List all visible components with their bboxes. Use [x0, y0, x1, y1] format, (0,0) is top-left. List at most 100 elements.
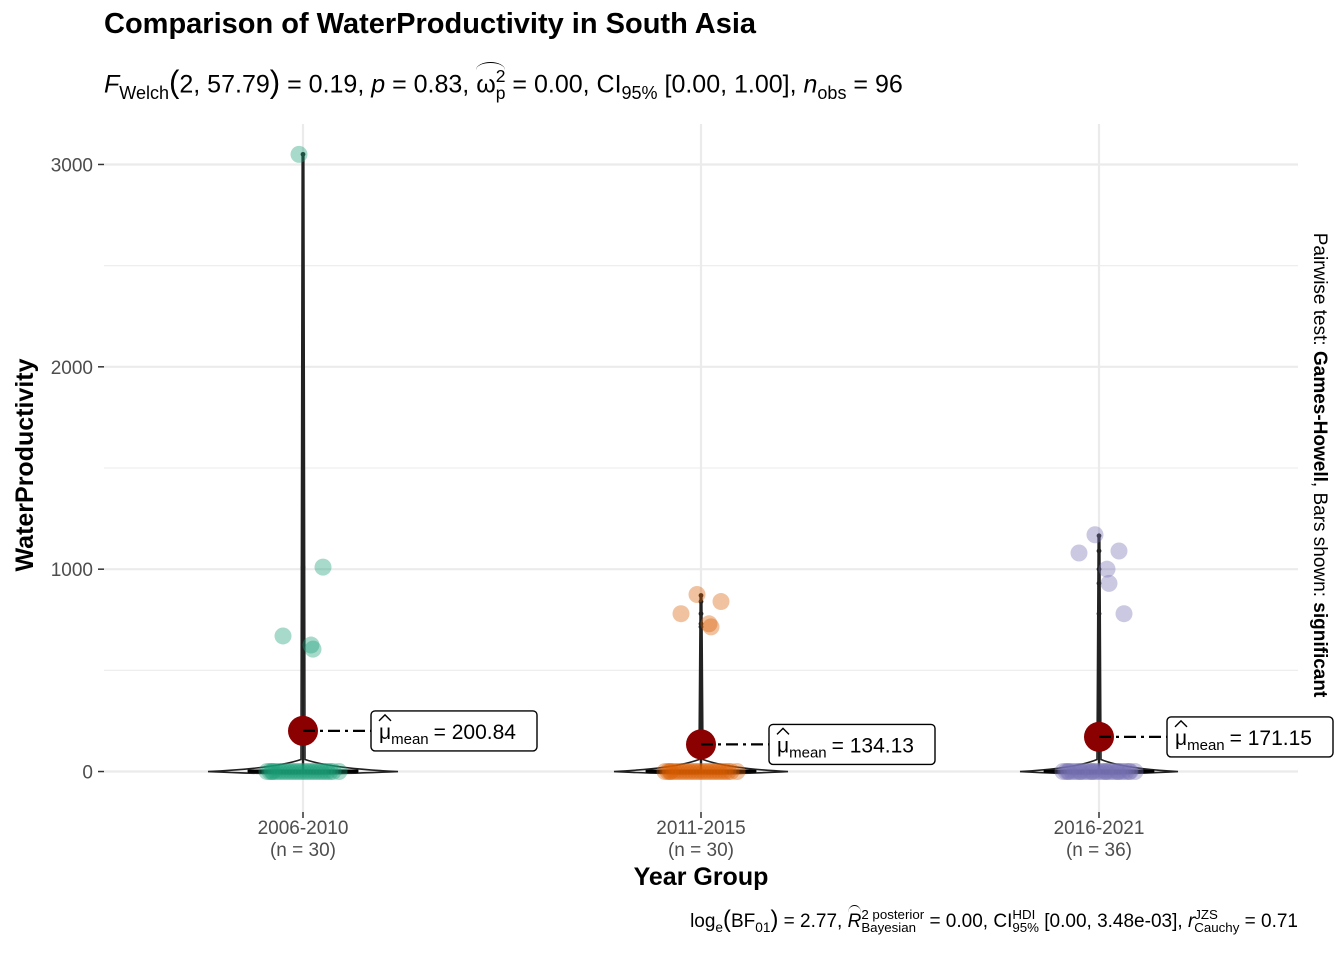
data-point: [300, 763, 318, 781]
data-point: [258, 763, 276, 781]
data-point: [1090, 763, 1108, 781]
r-symbol: R: [847, 905, 861, 933]
data-point: [321, 763, 339, 781]
y-axis-title: WaterProductivity: [11, 358, 39, 571]
data-point: [716, 763, 734, 781]
chart-subtitle: FWelch(2, 57.79) = 0.19, p = 0.83, ω2 p =…: [104, 61, 903, 103]
data-point: [1114, 763, 1132, 781]
x-tick-n-label: (n = 30): [668, 840, 734, 861]
data-point: [661, 763, 679, 781]
r-sup: posterior: [872, 907, 925, 923]
data-point: [1105, 763, 1123, 781]
n-sub: obs: [817, 82, 847, 103]
data-point: [324, 763, 342, 781]
log-sub: e: [715, 919, 724, 935]
data-point: [674, 763, 692, 781]
r-sup-num: 2: [861, 907, 869, 923]
rc-sub: Cauchy: [1194, 919, 1240, 935]
data-point: [1063, 763, 1081, 781]
r-sub: Bayesian: [861, 919, 917, 935]
f-value: = 0.19,: [287, 70, 365, 99]
data-point: [318, 763, 336, 781]
data-point: [294, 763, 312, 781]
data-point: [1087, 763, 1105, 781]
data-point: [1093, 763, 1111, 781]
data-point: [1099, 763, 1117, 781]
data-point: [273, 763, 291, 781]
data-point: [263, 763, 281, 781]
pairwise-bars: significant: [1309, 602, 1330, 698]
data-point: [689, 763, 707, 781]
n-symbol: n: [803, 70, 818, 99]
data-point: [314, 558, 332, 576]
data-point: [1084, 763, 1102, 781]
data-point: [1121, 763, 1139, 781]
data-point: [1111, 763, 1129, 781]
data-point: [677, 763, 695, 781]
data-point: [330, 763, 348, 781]
data-point: [704, 763, 722, 781]
violin: [613, 594, 789, 775]
data-point: [1120, 763, 1138, 781]
data-point: [1115, 605, 1133, 623]
data-point: [1102, 763, 1120, 781]
data-point: [302, 636, 320, 654]
group-2006-2010: μmean = 200.84 2006-2010(n = 30): [207, 145, 538, 861]
outlier-point: [698, 599, 704, 604]
data-point: [285, 763, 303, 781]
mean-hat: [776, 727, 790, 735]
outlier-point: [1096, 611, 1102, 617]
data-point: [1097, 763, 1115, 781]
x-tick-label: 2016-2021: [1054, 818, 1145, 839]
data-point: [700, 615, 718, 633]
pairwise-test-name: Games-Howell: [1309, 351, 1330, 482]
outlier-point: [300, 151, 306, 157]
data-point: [1075, 763, 1093, 781]
pairwise-middle: , Bars shown:: [1309, 482, 1330, 602]
data-point: [719, 763, 737, 781]
log-label: log: [690, 911, 716, 932]
data-point: [297, 763, 315, 781]
data-point: [1098, 560, 1116, 578]
data-point: [712, 593, 730, 611]
data-point: [1072, 763, 1090, 781]
data-point: [1071, 763, 1089, 781]
data-point: [665, 763, 683, 781]
y-tick-label: 2000: [51, 358, 93, 379]
group-2016-2021: μmean = 171.15 2016-2021(n = 36): [1019, 526, 1334, 861]
y-tick-label: 0: [82, 763, 93, 784]
omega-value: = 0.00,: [512, 70, 590, 99]
data-point: [698, 763, 716, 781]
f-symbol: F: [104, 70, 120, 99]
data-point: [270, 763, 288, 781]
violin: [1019, 534, 1179, 775]
x-tick-n-label: (n = 36): [1066, 840, 1132, 861]
mean-hat: [378, 713, 392, 722]
pairwise-test-label: Pairwise test: Games-Howell, Bars shown:…: [1309, 233, 1330, 698]
data-point: [688, 585, 706, 603]
chart-title: Comparison of WaterProductivity in South…: [104, 8, 757, 40]
data-point: [304, 640, 322, 658]
outlier-point: [1096, 580, 1102, 586]
data-point: [282, 763, 300, 781]
data-point: [274, 627, 292, 645]
mean-label: μmean = 171.15: [1175, 727, 1312, 754]
mean-hat: [1174, 719, 1188, 728]
data-point: [1070, 544, 1088, 562]
data-point: [1060, 763, 1078, 781]
ci-sup: HDI: [1012, 907, 1036, 923]
data-point: [680, 763, 698, 781]
bayesian-caption: loge(BF01) = 2.77, R2 posterior Bayesian …: [690, 905, 1298, 935]
data-point: [1059, 763, 1077, 781]
ci-value: [0.00, 1.00],: [664, 70, 797, 99]
x-tick-label: 2006-2010: [258, 818, 349, 839]
data-point: [1083, 763, 1101, 781]
data-point: [668, 763, 686, 781]
ci-sub: 95%: [621, 82, 658, 103]
outlier-point: [1096, 548, 1102, 554]
data-point: [1081, 763, 1099, 781]
bf-value: = 2.77,: [783, 911, 843, 932]
data-point: [261, 763, 279, 781]
data-point: [303, 763, 321, 781]
y-tick-label: 3000: [51, 155, 93, 176]
